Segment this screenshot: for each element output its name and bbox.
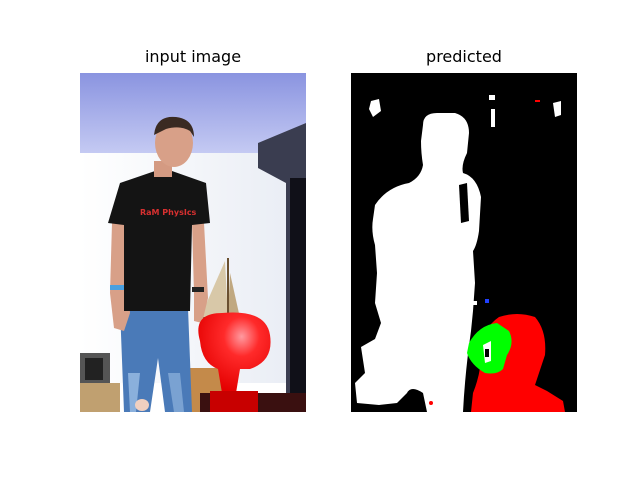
input-photo: RaM PhysIcs xyxy=(80,73,306,412)
red-chair xyxy=(198,312,271,393)
blob-top-left xyxy=(369,99,381,117)
person-head xyxy=(155,119,193,167)
input-image-title: input image xyxy=(144,47,242,66)
boat-sail xyxy=(200,261,228,318)
segmentation-mask xyxy=(351,73,577,412)
shirt-print: RaM PhysIcs xyxy=(140,208,197,217)
input-image-panel: RaM PhysIcs xyxy=(80,73,306,412)
wristband xyxy=(110,285,124,290)
predicted-title: predicted xyxy=(426,47,502,66)
person-hair xyxy=(154,116,194,137)
person-region xyxy=(355,113,481,412)
predicted-panel xyxy=(351,73,577,412)
person-shirt xyxy=(108,171,210,311)
person-right-arm xyxy=(192,223,208,323)
